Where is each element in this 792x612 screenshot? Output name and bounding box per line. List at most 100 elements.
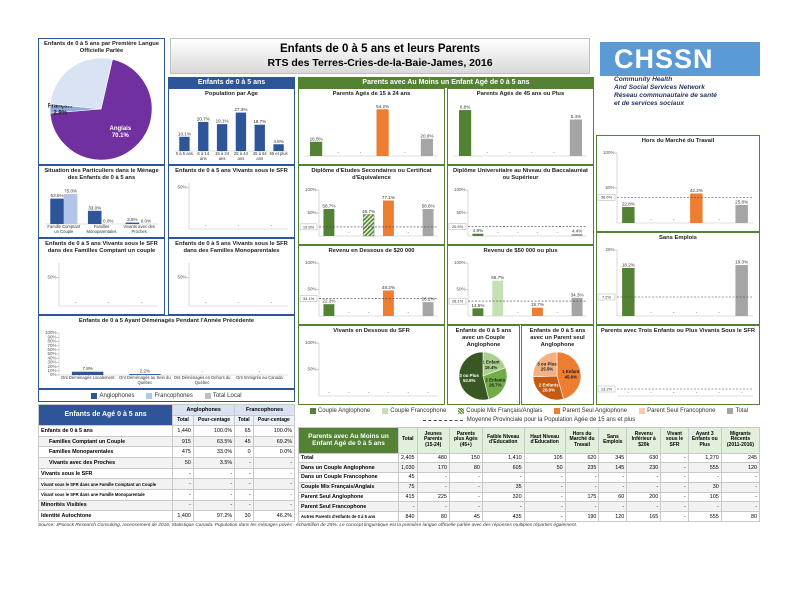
value-label: 16.5% xyxy=(310,136,323,141)
table-group: Francophones xyxy=(234,404,295,416)
table-cell: 630 xyxy=(626,452,662,464)
plot: 50% - - - xyxy=(177,183,288,230)
table-row: Autres Parents d'enfants de 0 à 5 ans 840… xyxy=(298,511,761,522)
table-column: Pour-centage xyxy=(192,414,236,427)
table-cell: 45 xyxy=(448,511,483,522)
y-tick-label: 50% xyxy=(177,275,186,280)
table-column: Total xyxy=(398,427,418,454)
legend-label: Moyenne Provinciale pour la Population A… xyxy=(466,417,636,424)
bar xyxy=(571,297,583,316)
plot: 25% 18.2% - - - - 19.3% 7.2% xyxy=(597,247,753,317)
value-label: 25.5% xyxy=(541,366,554,371)
legend-swatch xyxy=(91,392,98,399)
value-label: - xyxy=(650,217,652,222)
table-cell: - xyxy=(564,472,600,483)
legend-swatch xyxy=(309,407,316,414)
plot: 50% 100% 14.5% 66.7% - 15.7% - 34.3% 28.1% xyxy=(448,260,587,317)
table-column: Total xyxy=(234,414,254,427)
table-cell: 190 xyxy=(564,511,600,522)
table-cell: - xyxy=(564,501,600,513)
table-cell: 75 xyxy=(398,481,418,493)
pie-slice xyxy=(482,367,508,400)
value-label: - xyxy=(348,310,350,315)
bar xyxy=(531,307,543,316)
table-cell: 46.2% xyxy=(252,510,296,522)
table-cell: 45 xyxy=(398,472,418,483)
table-cell: 0 xyxy=(234,446,254,459)
table-cell: 245 xyxy=(720,452,761,464)
provincial-label: 19.8% xyxy=(303,224,315,229)
value-label: 27.3% xyxy=(234,107,247,112)
table-cell: 120 xyxy=(598,511,628,522)
y-tick-label: 100% xyxy=(454,187,466,192)
y-tick-label: 0% xyxy=(50,372,57,377)
legend-item: Total xyxy=(727,407,748,414)
value-label: - xyxy=(360,150,362,155)
bar xyxy=(216,124,228,151)
x-tick-label: 65 et plus xyxy=(269,151,288,156)
legend-item: Couple Mix Français/Anglais xyxy=(458,407,542,414)
y-tick-label: 30% xyxy=(47,360,56,365)
pie-label: 1 Enfant xyxy=(562,369,580,374)
table-cell: 165 xyxy=(626,511,662,522)
table-row-label: Parent Seul Anglophone xyxy=(298,491,399,503)
value-label: 4.8% xyxy=(273,139,283,144)
table-cell: 915 xyxy=(172,435,194,448)
table-row: Minorités Visibles - - - - xyxy=(37,499,296,512)
table-cell: - xyxy=(192,489,236,501)
table-cell: 1,270 xyxy=(687,452,722,464)
bar xyxy=(622,207,635,223)
table-cell: 235 xyxy=(564,462,600,474)
chart-title: Enfants de 0 à 5 ans avec un Couple Angl… xyxy=(455,328,512,348)
bar xyxy=(179,136,190,151)
value-label: 19.4% xyxy=(485,365,498,370)
table-row-label: Vivant sous le SFR dans une Famille Mono… xyxy=(37,489,174,501)
value-label: 2.9% xyxy=(53,110,67,116)
value-label: - xyxy=(741,390,743,395)
table-group: Anglophones xyxy=(172,404,236,416)
table-row: Familles Monoparentales 475 33.0% 0 0.0% xyxy=(37,446,296,459)
subtitle: RTS des Terres-Cries-de-la-Baie-James, 2… xyxy=(267,57,493,69)
value-label: - xyxy=(108,300,110,305)
legend-swatch xyxy=(422,419,463,421)
table-title: Parents avec Au Moins un Enfant Agé de 0… xyxy=(298,427,399,454)
legend: Anglophones Francophones Total Local xyxy=(38,389,295,402)
legend-swatch xyxy=(727,407,734,414)
table-cell: 100.0% xyxy=(192,425,236,437)
y-tick-label: 50% xyxy=(47,351,56,356)
chart-title: Hors du Marché du Travail xyxy=(641,138,715,144)
table-cell: - xyxy=(172,499,194,512)
table-row: Vivants avec des Proches 50 3.5% - - xyxy=(37,457,296,469)
legend-label: Couple Francophone xyxy=(390,407,447,414)
title: Enfants de 0 à 5 ans et leurs Parents xyxy=(279,43,481,55)
provincial-label: 7.2% xyxy=(602,294,612,299)
table-row: Identité Autochtone 1,400 97.2% 30 46.2% xyxy=(37,510,296,522)
value-label: - xyxy=(368,390,370,395)
table-cell: - xyxy=(598,481,628,493)
pie-slice xyxy=(532,351,558,378)
table-cell: 80 xyxy=(448,462,483,474)
table-cell: - xyxy=(720,481,761,493)
table-row-label: Familles Comptant un Couple xyxy=(37,435,174,448)
table-cell: - xyxy=(660,511,689,522)
table-cell: 69.2% xyxy=(252,435,296,448)
bar xyxy=(735,204,748,223)
legend-label: Parent Seul Anglophone xyxy=(562,407,628,414)
value-label: 15.7% xyxy=(531,302,544,307)
value-label: - xyxy=(696,390,698,395)
value-label: - xyxy=(537,230,539,235)
table-cell: - xyxy=(481,501,525,513)
legend-item: Parent Seul Anglophone xyxy=(554,407,628,414)
provincial-label: 13.2% xyxy=(601,386,613,391)
table-column: Sans Emplois xyxy=(598,427,628,454)
value-label: - xyxy=(407,230,409,235)
table-cell: 475 xyxy=(172,446,194,459)
value-label: 18.7% xyxy=(253,119,266,124)
table-cell: - xyxy=(416,501,450,513)
y-tick-label: 10% xyxy=(47,368,56,373)
provincial-label: 20.5% xyxy=(452,224,464,229)
table-header-row: Parents avec Au Moins un Enfant Agé de 0… xyxy=(298,427,761,454)
table-cell: - xyxy=(252,457,296,469)
table-cell: 605 xyxy=(481,462,525,474)
